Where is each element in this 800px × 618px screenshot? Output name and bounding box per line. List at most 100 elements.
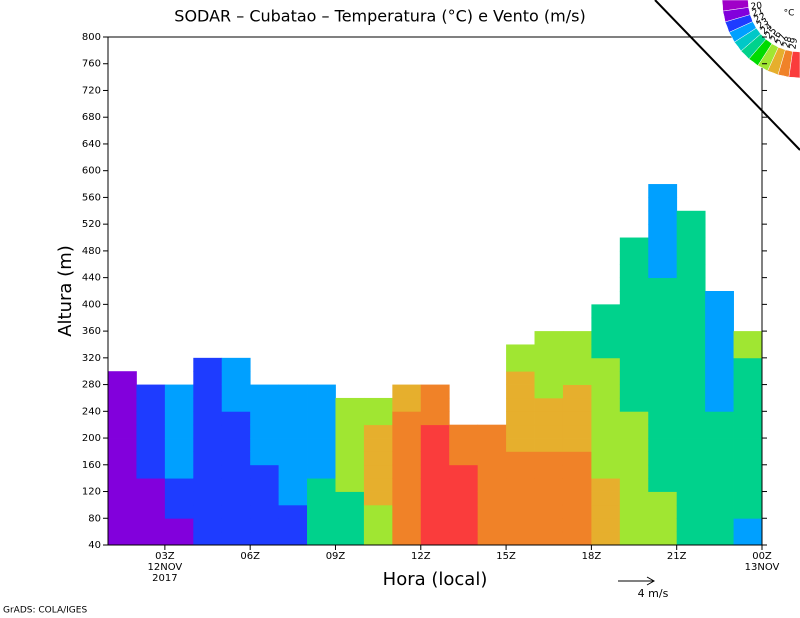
heatmap-cell (392, 504, 422, 519)
legend-label: 21 (751, 6, 765, 19)
heatmap-cell (164, 384, 194, 399)
heatmap-cell (108, 384, 137, 399)
heatmap-cell (676, 531, 706, 546)
heatmap-cell (705, 357, 734, 372)
heatmap-cell (534, 438, 564, 452)
heatmap-cell (363, 491, 393, 506)
heatmap-cell (591, 438, 621, 452)
heatmap-cell (449, 504, 479, 519)
heatmap-cell (648, 451, 678, 466)
heatmap-cell (477, 504, 507, 519)
heatmap-cell (619, 250, 649, 265)
heatmap-cell (136, 518, 166, 533)
heatmap-cell (591, 424, 621, 439)
heatmap-cell (506, 411, 535, 426)
heatmap-cell (221, 371, 251, 385)
heatmap-cell (506, 424, 535, 439)
heatmap-cell (250, 491, 280, 506)
legend-label: 27 (775, 33, 789, 48)
heatmap-cell (278, 518, 308, 533)
y-tick-label: 760 (82, 59, 101, 70)
heatmap-cell (363, 451, 393, 466)
heatmap-cell (648, 237, 678, 252)
heatmap-cell (420, 411, 450, 426)
heatmap-cell (562, 491, 592, 506)
heatmap-cell (648, 424, 678, 439)
x-tick-label: 03Z (155, 551, 175, 562)
heatmap-cell (278, 451, 308, 466)
heatmap-cell (534, 384, 564, 399)
heatmap-cell (420, 491, 450, 506)
heatmap-cell (221, 424, 251, 439)
heatmap-cell (705, 304, 734, 319)
heatmap-cell (250, 531, 280, 546)
heatmap-cell (591, 317, 621, 332)
heatmap-cell (619, 371, 649, 385)
heatmap-cell (591, 304, 621, 319)
heatmap-cell (278, 491, 308, 506)
heatmap-cell (193, 464, 223, 479)
heatmap-cell (648, 304, 678, 319)
heatmap-cell (648, 464, 678, 479)
heatmap-cell (136, 424, 166, 439)
heatmap-cell (108, 451, 137, 466)
heatmap-cell (420, 531, 450, 546)
heatmap-cell (164, 424, 194, 439)
heatmap-cell (193, 478, 223, 492)
heatmap-cell (676, 224, 706, 238)
heatmap-cell (420, 464, 450, 479)
heatmap-cell (363, 518, 393, 533)
heatmap-cell (591, 518, 621, 533)
heatmap-cell (676, 291, 706, 305)
heatmap-cell (648, 371, 678, 385)
heatmap-cell (363, 464, 393, 479)
heatmap-cell (335, 464, 365, 479)
heatmap-cell (619, 531, 649, 546)
heatmap-cell (108, 491, 137, 506)
heatmap-cell (363, 424, 393, 439)
heatmap-cell (164, 438, 194, 452)
heatmap-cell (705, 531, 734, 546)
heatmap-cell (477, 464, 507, 479)
heatmap-cell (392, 397, 422, 412)
heatmap-cell (534, 424, 564, 439)
x-date-label: 12NOV (147, 562, 182, 573)
y-tick-label: 240 (82, 406, 101, 417)
x-tick-label: 09Z (326, 551, 346, 562)
heatmap-cell (619, 504, 649, 519)
heatmap-cell (136, 397, 166, 412)
heatmap-cell (534, 397, 564, 412)
legend-label: 28 (782, 35, 795, 49)
heatmap-cell (136, 531, 166, 546)
heatmap-cell (619, 491, 649, 506)
heatmap-cell (733, 451, 763, 466)
heatmap-cell (392, 384, 422, 399)
heatmap-cell (506, 491, 535, 506)
heatmap-cell (108, 371, 137, 385)
heatmap-cell (307, 464, 336, 479)
heatmap-cell (506, 531, 535, 546)
heatmap-cell (392, 438, 422, 452)
heatmap-cell (591, 478, 621, 492)
heatmap-cell (619, 317, 649, 332)
heatmap-cell (108, 411, 137, 426)
heatmap-cell (676, 277, 706, 292)
y-axis-label: Altura (m) (55, 245, 76, 337)
heatmap-cell (420, 451, 450, 466)
heatmap-cell (676, 357, 706, 372)
heatmap-cell (648, 397, 678, 412)
heatmap-cell (733, 424, 763, 439)
heatmap-cell (705, 344, 734, 359)
heatmap-cell (108, 504, 137, 519)
heatmap-cell (449, 531, 479, 546)
y-tick-label: 800 (82, 32, 101, 43)
heatmap-cell (449, 491, 479, 506)
heatmap-cell (591, 504, 621, 519)
heatmap-cell (676, 464, 706, 479)
heatmap-cell (250, 464, 280, 479)
heatmap-cell (534, 357, 564, 372)
heatmap-cell (534, 331, 564, 345)
y-tick-label: 600 (82, 166, 101, 177)
heatmap-cell (136, 491, 166, 506)
heatmap-cell (562, 451, 592, 466)
